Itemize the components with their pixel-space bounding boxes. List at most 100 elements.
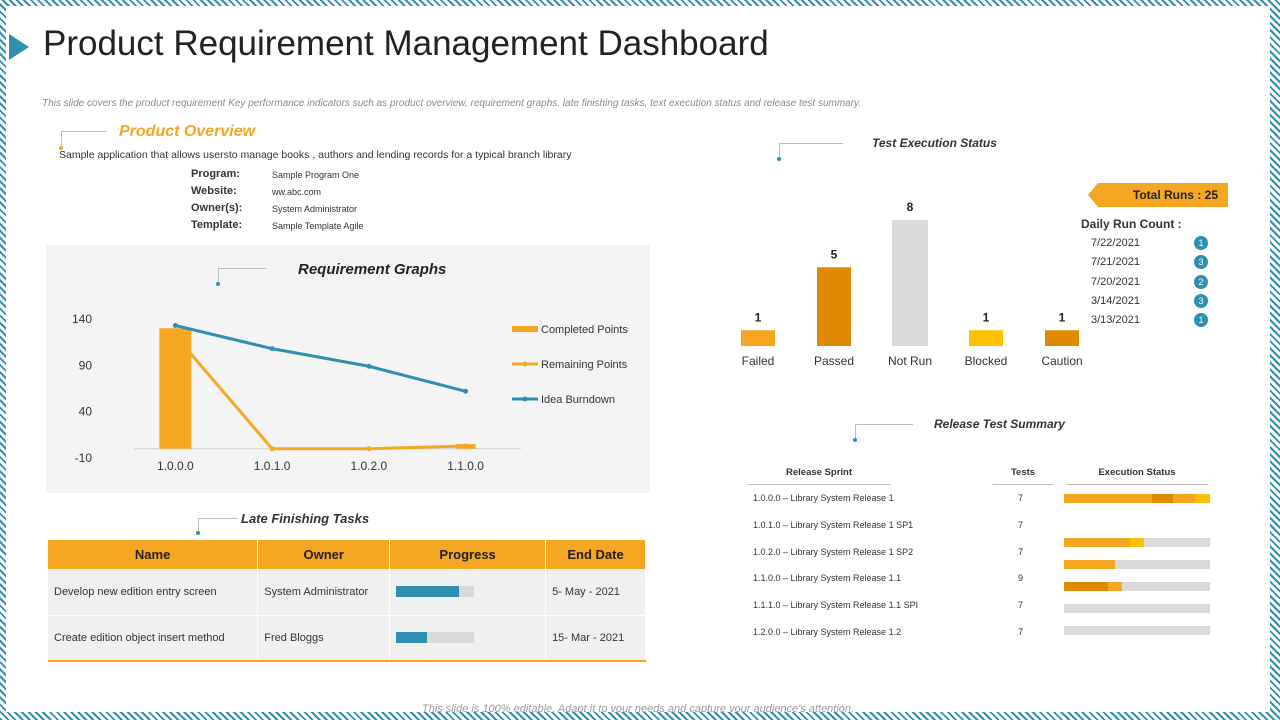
test-status-label: Blocked	[965, 354, 1008, 368]
release-sprint: 1.1.1.0 – Library System Release 1.1 SPI	[753, 600, 919, 611]
execution-status-bar	[1064, 626, 1210, 635]
data-point	[366, 446, 372, 452]
title-arrow-icon	[9, 34, 29, 60]
callout-dot-icon	[853, 438, 857, 442]
field-label: Template:	[191, 219, 243, 231]
task-name: Develop new edition entry screen	[48, 569, 259, 616]
execution-status-bar	[1064, 582, 1210, 591]
execution-status-segment	[1064, 538, 1130, 547]
test-status-value: 1	[1059, 310, 1066, 324]
execution-status-segment	[1064, 494, 1152, 503]
x-tick-label: 1.0.1.0	[254, 459, 291, 473]
legend-label: Idea Burndown	[541, 394, 615, 406]
release-summary-heading: Release Test Summary	[934, 417, 1065, 431]
release-tests: 7	[1018, 493, 1024, 503]
callout-dot-icon	[777, 157, 781, 161]
run-count-badge: 2	[1194, 274, 1208, 289]
total-runs-badge: Total Runs : 25	[1088, 183, 1228, 207]
legend-label: Completed Points	[541, 324, 628, 336]
divider	[1066, 484, 1208, 485]
run-count-badge: 1	[1194, 313, 1208, 328]
test-status-bar	[817, 267, 851, 346]
release-tests: 9	[1018, 573, 1024, 584]
execution-status-segment	[1107, 582, 1123, 591]
run-date: 7/20/2021	[1091, 275, 1140, 288]
execution-status-segment	[1064, 560, 1116, 569]
task-owner: System Administrator	[257, 569, 391, 616]
field-label: Program:	[191, 168, 240, 180]
test-status-label: Failed	[742, 354, 775, 368]
execution-status-segment	[1195, 494, 1210, 503]
rs-col-status: Execution Status	[1098, 467, 1176, 478]
data-point	[172, 333, 178, 339]
legend-swatch	[512, 326, 538, 332]
field-value: ww.abc.com	[272, 187, 322, 197]
release-tests: 7	[1018, 519, 1024, 530]
run-date: 3/14/2021	[1091, 294, 1140, 307]
task-owner: Fred Bloggs	[257, 615, 391, 662]
progress-bar	[396, 586, 475, 598]
remaining-points-line	[174, 334, 466, 451]
execution-status-bar	[1064, 494, 1210, 503]
test-status-value: 1	[755, 310, 762, 324]
data-point	[269, 446, 275, 452]
product-overview-heading: Product Overview	[119, 123, 256, 140]
callout-stem	[198, 519, 199, 531]
legend-label: Remaining Points	[541, 359, 628, 371]
release-sprint: 1.2.0.0 – Library System Release 1.2	[753, 627, 902, 637]
execution-status-segment	[1173, 494, 1196, 503]
legend-marker	[522, 396, 528, 402]
col-progress: Progress	[389, 540, 547, 569]
x-tick-label: 1.0.0.0	[157, 459, 194, 473]
execution-status-bar	[1064, 560, 1210, 569]
release-sprint: 1.0.0.0 – Library System Release 1	[753, 493, 894, 503]
data-point	[463, 443, 469, 449]
data-point	[463, 388, 469, 394]
late-tasks-heading: Late Finishing Tasks	[241, 511, 370, 526]
task-name: Create edition object insert method	[48, 615, 259, 662]
run-count-badge: 3	[1194, 293, 1208, 308]
release-sprint: 1.0.1.0 – Library System Release 1 SP1	[753, 519, 914, 530]
task-progress	[389, 615, 547, 662]
callout-stem	[779, 144, 780, 157]
x-tick-label: 1.1.0.0	[447, 459, 484, 473]
requirement-graphs-panel	[46, 245, 650, 493]
callout-stem	[61, 132, 62, 147]
release-sprint: 1.1.0.0 – Library System Release 1.1	[753, 573, 902, 584]
callout-stem	[218, 269, 219, 282]
x-tick-label: 1.0.2.0	[351, 459, 388, 473]
execution-status-segment	[1151, 494, 1174, 503]
requirement-graphs-heading: Requirement Graphs	[298, 261, 447, 278]
test-status-bar	[969, 330, 1003, 346]
release-sprint: 1.0.2.0 – Library System Release 1 SP2	[753, 546, 914, 557]
field-label: Website:	[191, 185, 237, 197]
data-point	[172, 322, 178, 328]
test-status-label: Caution	[1041, 354, 1082, 368]
execution-status-segment	[1129, 538, 1145, 547]
table-row: Create edition object insert method Fred …	[48, 615, 646, 662]
requirement-chart: 140 90 40 -10 1.0.0.0 1.0.1.0 1.0.2.0 1.1.0.0 Co…	[72, 312, 628, 473]
release-tests: 7	[1018, 600, 1024, 611]
field-value: Sample Template Agile	[272, 221, 364, 231]
col-owner: Owner	[257, 540, 391, 569]
run-date: 3/13/2021	[1091, 314, 1140, 327]
test-status-bar	[892, 220, 928, 346]
daily-run-title: Daily Run Count :	[1081, 217, 1182, 231]
test-status-value: 1	[983, 310, 990, 324]
callout-stem	[855, 425, 856, 438]
y-tick-label: 90	[79, 358, 93, 372]
task-end-date: 5- May - 2021	[545, 569, 646, 616]
run-count-badge: 3	[1194, 255, 1208, 270]
field-label: Owner(s):	[191, 202, 243, 214]
progress-bar	[396, 632, 475, 644]
callout-line	[61, 131, 106, 132]
divider	[993, 484, 1053, 485]
callout-dot-icon	[216, 282, 220, 286]
rs-col-tests: Tests	[1010, 467, 1036, 478]
page-subtitle: This slide covers the product requiremen…	[42, 98, 862, 109]
progress-fill	[396, 632, 428, 644]
progress-fill	[396, 586, 459, 598]
data-point	[366, 363, 372, 369]
callout-dot-icon	[59, 146, 63, 150]
col-name: Name	[48, 540, 259, 569]
